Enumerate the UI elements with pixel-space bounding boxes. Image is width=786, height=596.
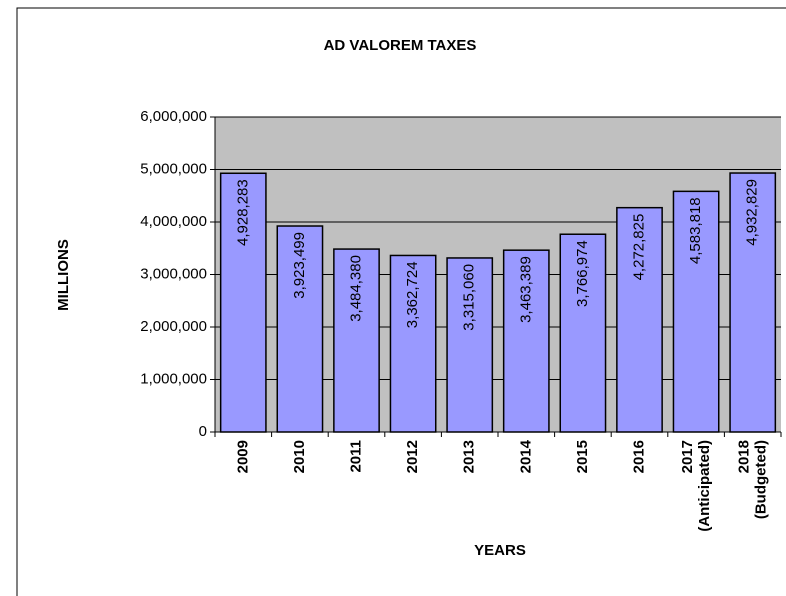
bar [502,249,550,433]
bar [276,225,324,433]
x-tick-label: 2017(Anticipated) [679,440,713,532]
value-label: 4,272,825 [630,214,647,281]
x-tick-label: 2018(Budgeted) [736,440,770,519]
value-label: 4,932,829 [744,179,761,246]
x-tick-label: 2009 [234,440,251,473]
bar [389,254,437,433]
x-tick-label: 2016 [630,440,647,473]
chart-title: AD VALOREM TAXES [324,37,477,54]
y-axis-label: MILLIONS [55,239,72,311]
value-label: 3,463,389 [517,256,534,323]
bar [219,172,267,433]
x-tick-label: 2011 [347,440,364,473]
y-tick-label: 5,000,000 [140,160,207,177]
x-tick-label: 2015 [574,440,591,473]
value-label: 3,484,380 [347,255,364,322]
x-tick-label: 2012 [404,440,421,473]
bar [729,172,777,433]
y-tick-label: 1,000,000 [140,370,207,387]
y-tick-label: 2,000,000 [140,318,207,335]
value-label: 3,315,060 [461,264,478,331]
bar [559,233,607,433]
value-label: 3,766,974 [574,240,591,307]
value-label: 3,923,499 [291,232,308,299]
y-tick-label: 4,000,000 [140,213,207,230]
bar [446,257,494,433]
bar [672,190,720,433]
value-label: 4,928,283 [234,179,251,246]
value-label: 4,583,818 [687,197,704,264]
x-tick-label: 2013 [461,440,478,473]
x-tick-label: 2010 [291,440,308,473]
x-tick-label: 2014 [517,439,534,473]
value-label: 3,362,724 [404,261,421,328]
bar [333,248,380,433]
y-tick-label: 3,000,000 [140,265,207,282]
y-tick-label: 6,000,000 [140,108,207,125]
y-tick-label: 0 [199,423,207,440]
x-axis-label: YEARS [474,542,526,559]
bar [616,206,663,433]
